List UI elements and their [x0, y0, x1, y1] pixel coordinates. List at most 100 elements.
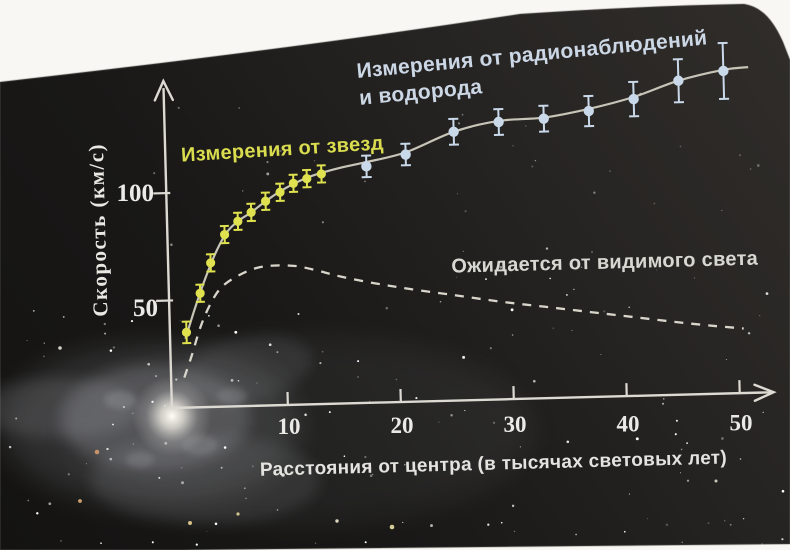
data-point	[206, 258, 216, 268]
star	[628, 493, 630, 495]
star	[164, 441, 168, 445]
star	[177, 106, 180, 110]
star	[513, 530, 516, 533]
star	[729, 523, 732, 526]
star	[549, 277, 551, 280]
star	[343, 455, 346, 458]
star	[603, 310, 606, 313]
star	[573, 288, 575, 291]
star	[462, 355, 466, 359]
star	[742, 517, 745, 520]
star	[456, 193, 458, 195]
star	[759, 315, 761, 317]
star	[519, 446, 521, 448]
star	[313, 160, 316, 162]
bright-star	[188, 521, 192, 525]
data-point	[628, 93, 639, 105]
star	[109, 349, 113, 352]
star	[781, 489, 785, 493]
star	[276, 509, 279, 511]
star	[158, 476, 161, 479]
star	[369, 474, 373, 478]
star	[438, 421, 440, 423]
star	[686, 479, 690, 482]
star	[679, 145, 682, 148]
star	[8, 445, 12, 449]
star	[180, 466, 183, 469]
star	[208, 314, 210, 317]
data-point	[718, 65, 729, 77]
data-point	[288, 178, 298, 188]
bright-star	[94, 449, 100, 455]
data-point	[181, 327, 192, 337]
star	[707, 522, 710, 524]
star	[260, 462, 263, 464]
star	[151, 541, 154, 544]
star	[321, 221, 324, 224]
star	[321, 350, 324, 353]
star	[43, 355, 45, 358]
star	[395, 378, 398, 381]
data-point	[583, 105, 594, 117]
star	[230, 379, 234, 382]
x-tick-label: 40	[617, 411, 640, 436]
star	[464, 409, 466, 412]
star	[511, 504, 515, 508]
bright-star	[335, 519, 339, 523]
star	[534, 159, 537, 162]
star	[62, 315, 65, 318]
star	[43, 342, 45, 344]
star	[450, 414, 453, 417]
y-axis-arrow	[153, 78, 175, 102]
star	[266, 172, 270, 176]
radio-series-points	[361, 41, 730, 179]
tick-labels: 10 20 30 40 50 50 100	[117, 180, 753, 439]
star	[487, 523, 490, 526]
star	[681, 541, 683, 543]
star	[409, 425, 411, 428]
x-tick-label: 30	[504, 412, 527, 437]
star	[492, 421, 496, 424]
star	[489, 347, 492, 350]
star	[635, 437, 639, 441]
star	[565, 293, 568, 296]
star	[372, 473, 374, 476]
star	[575, 533, 577, 536]
star	[756, 164, 760, 167]
star	[510, 308, 514, 312]
star	[468, 267, 470, 269]
data-point	[233, 216, 243, 226]
star	[100, 542, 102, 544]
star	[130, 320, 134, 323]
star	[220, 466, 223, 469]
star	[131, 412, 134, 415]
star	[665, 523, 669, 526]
star	[723, 520, 726, 522]
star	[206, 530, 208, 533]
y-axis-title: Скорость (км/с)	[84, 143, 113, 317]
star	[214, 522, 218, 526]
star	[566, 440, 570, 444]
x-axis-line	[171, 391, 772, 410]
x-tick-label: 10	[278, 414, 301, 439]
data-point	[302, 174, 312, 184]
star	[749, 168, 752, 170]
bright-star	[58, 346, 62, 350]
star	[147, 362, 151, 366]
star	[245, 497, 247, 499]
bright-star	[389, 524, 395, 530]
star	[680, 472, 681, 474]
y-axis-line	[162, 88, 174, 409]
bright-star	[78, 499, 82, 503]
star	[36, 512, 39, 515]
star	[461, 113, 464, 116]
star	[243, 487, 246, 490]
data-point	[361, 161, 372, 172]
data-point	[448, 126, 459, 137]
star	[608, 170, 612, 173]
star	[765, 292, 769, 295]
star	[462, 250, 464, 252]
star	[591, 251, 593, 253]
star	[385, 306, 389, 310]
star	[781, 538, 784, 541]
